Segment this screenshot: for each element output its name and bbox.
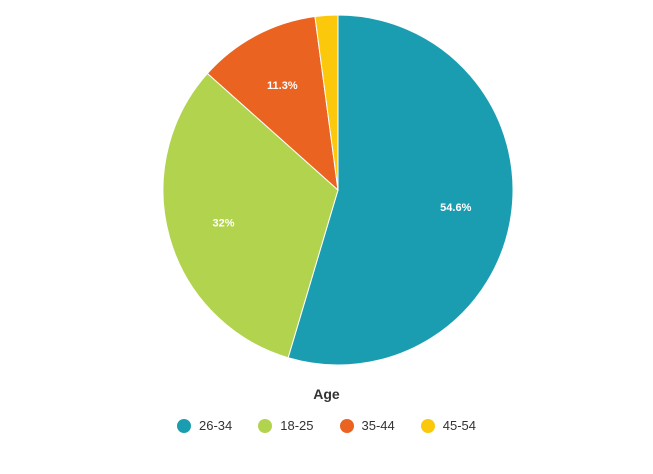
legend-item-35-44[interactable]: 35-44 (339, 418, 395, 433)
slice-label-26-34: 54.6% (440, 202, 471, 214)
legend-item-18-25[interactable]: 18-25 (258, 418, 314, 433)
legend-item-26-34[interactable]: 26-34 (177, 418, 232, 433)
slice-label-35-44: 11.3% (267, 80, 298, 92)
pie-slice-18-25[interactable] (162, 72, 339, 359)
pie-slice-26-34[interactable] (287, 14, 514, 366)
pie-slices (162, 14, 514, 366)
legend-label: 45-54 (442, 418, 476, 433)
legend-label: 26-34 (199, 418, 233, 433)
legend: 26-34 18-25 35-44 45-54 (0, 418, 653, 433)
pie-slice-45-54[interactable] (314, 14, 339, 191)
slice-label-18-25: 32% (213, 217, 235, 229)
legend-item-45-54[interactable]: 45-54 (420, 418, 476, 433)
legend-swatch (177, 418, 191, 433)
legend-swatch (339, 418, 354, 433)
pie-slice-35-44[interactable] (206, 15, 339, 192)
legend-swatch (420, 418, 435, 433)
legend-title: Age (313, 386, 340, 402)
legend-label: 35-44 (361, 418, 395, 433)
legend-swatch (258, 418, 273, 433)
legend-label: 18-25 (280, 418, 314, 433)
pie-labels: 54.6% 32% 11.3% (213, 80, 472, 230)
